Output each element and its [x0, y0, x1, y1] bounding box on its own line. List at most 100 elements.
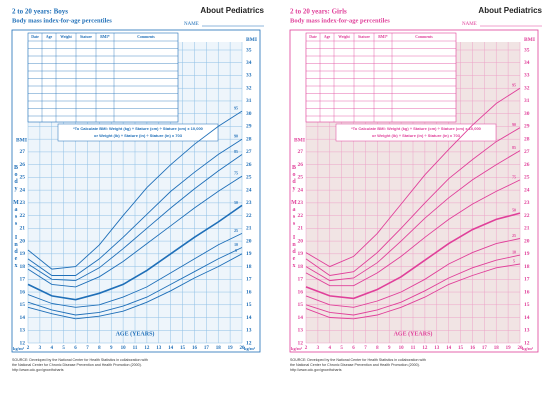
- y2-tick-label: 13: [246, 328, 252, 334]
- percentile-line: [305, 150, 521, 282]
- formula-text: or Weight (lb) ÷ Stature (in) ÷ Stature …: [94, 133, 183, 138]
- y2-tick-label: 15: [246, 302, 252, 308]
- y2-tick-label: 32: [524, 85, 530, 91]
- x-tick-label: 13: [434, 346, 440, 351]
- x-tick-label: 15: [458, 346, 464, 351]
- table-header: Comments: [415, 35, 433, 39]
- y2-tick-label: 19: [246, 251, 252, 257]
- table-header: Age: [324, 35, 331, 39]
- x-tick-label: 9: [388, 346, 391, 351]
- percentile-line: [27, 175, 243, 288]
- y-tick-label: 20: [20, 238, 26, 244]
- x-tick-label: 9: [110, 346, 113, 351]
- y-tick-label: 15: [298, 302, 304, 308]
- x-tick-label: 18: [216, 346, 222, 351]
- y2-tick-label: 24: [524, 187, 530, 193]
- y2-tick-label: 33: [524, 73, 530, 79]
- x-tick-label: 2: [27, 346, 30, 351]
- x-tick-label: 12: [422, 346, 428, 351]
- y2-tick-label: 22: [524, 213, 530, 219]
- percentile-label: 95: [234, 107, 238, 111]
- y-tick-label: 17: [20, 277, 26, 283]
- y-tick-label: 19: [20, 251, 26, 257]
- y-tick-label: 25: [20, 175, 26, 181]
- x-tick-label: 19: [228, 346, 234, 351]
- y2-tick-label: 27: [246, 149, 252, 155]
- percentile-label: 5: [513, 259, 515, 263]
- percentile-label: 10: [234, 243, 238, 247]
- source-note: the National Center for Chronic Disease …: [290, 363, 420, 367]
- formula-box: [57, 123, 219, 142]
- table-header: Date: [31, 35, 39, 39]
- x-axis-label: AGE (YEARS): [116, 330, 155, 337]
- unit-label: kg/m²: [244, 346, 256, 351]
- y2-tick-label: 12: [524, 340, 530, 346]
- y-tick-label: 13: [298, 328, 304, 334]
- y2-tick-label: 27: [524, 149, 530, 155]
- table-header: Comments: [137, 35, 155, 39]
- percentile-label: 25: [512, 234, 516, 238]
- percentile-line: [27, 154, 243, 282]
- percentile-label: 85: [234, 150, 238, 154]
- x-tick-label: 4: [329, 346, 332, 351]
- source-note: http://www.cdc.gov/growthcharts: [290, 368, 342, 372]
- table-header: Stature: [80, 35, 92, 39]
- y2-tick-label: 30: [524, 111, 530, 117]
- y-tick-label: 16: [20, 289, 26, 295]
- y2-tick-label: 20: [524, 238, 530, 244]
- x-tick-label: 14: [446, 346, 452, 351]
- x-tick-label: 20: [518, 346, 524, 351]
- x-tick-label: 20: [240, 346, 246, 351]
- percentile-line: [305, 87, 521, 268]
- brand: About Pediatrics: [478, 6, 542, 15]
- percentile-label: 10: [512, 250, 516, 254]
- x-tick-label: 16: [192, 346, 198, 351]
- table-header: Date: [309, 35, 317, 39]
- source-note: the National Center for Chronic Disease …: [12, 363, 142, 367]
- y-tick-label: 27: [298, 149, 304, 155]
- y-tick-label: 23: [20, 200, 26, 206]
- y-tick-label: 19: [298, 251, 304, 257]
- x-tick-label: 18: [494, 346, 500, 351]
- source-note: http://www.cdc.gov/growthcharts: [12, 368, 64, 372]
- x-tick-label: 3: [39, 346, 42, 351]
- percentile-label: 90: [512, 123, 516, 127]
- percentile-line: [305, 127, 521, 276]
- percentile-label: 90: [234, 135, 238, 139]
- percentile-line: [305, 212, 521, 300]
- y2-tick-label: 26: [524, 162, 530, 168]
- percentile-label: 95: [512, 84, 516, 88]
- y2-axis-label: BMI: [246, 37, 257, 43]
- y-tick-label: 15: [20, 302, 26, 308]
- chart-subtitle: Body mass index-for-age percentiles: [290, 17, 390, 24]
- x-tick-label: 2: [305, 346, 308, 351]
- y-tick-label: 20: [298, 238, 304, 244]
- y-tick-label: 23: [298, 200, 304, 206]
- y2-tick-label: 15: [524, 302, 530, 308]
- y2-tick-label: 17: [246, 277, 252, 283]
- y2-tick-label: 34: [246, 60, 252, 66]
- y2-tick-label: 13: [524, 328, 530, 334]
- percentile-label: 50: [234, 201, 238, 205]
- y2-tick-label: 25: [246, 175, 252, 181]
- unit-label: kg/m²: [522, 346, 534, 351]
- y2-tick-label: 35: [246, 47, 252, 53]
- x-tick-label: 13: [156, 346, 162, 351]
- y-tick-label: 26: [298, 162, 304, 168]
- y-tick-label: 18: [20, 264, 26, 270]
- y2-tick-label: 21: [524, 226, 530, 232]
- y2-tick-label: 25: [524, 175, 530, 181]
- y-tick-label: 21: [298, 226, 304, 232]
- vertical-label: Body Mass Index: [13, 164, 19, 270]
- x-tick-label: 17: [482, 346, 488, 351]
- y-tick-label: 14: [20, 315, 26, 321]
- x-tick-label: 19: [506, 346, 512, 351]
- percentile-label: 75: [512, 175, 516, 179]
- percentile-label: 25: [234, 229, 238, 233]
- percentile-line: [305, 179, 521, 287]
- y2-tick-label: 33: [246, 73, 252, 79]
- y2-tick-label: 17: [524, 277, 530, 283]
- y-tick-label: 22: [298, 213, 304, 219]
- percentile-label: 85: [512, 146, 516, 150]
